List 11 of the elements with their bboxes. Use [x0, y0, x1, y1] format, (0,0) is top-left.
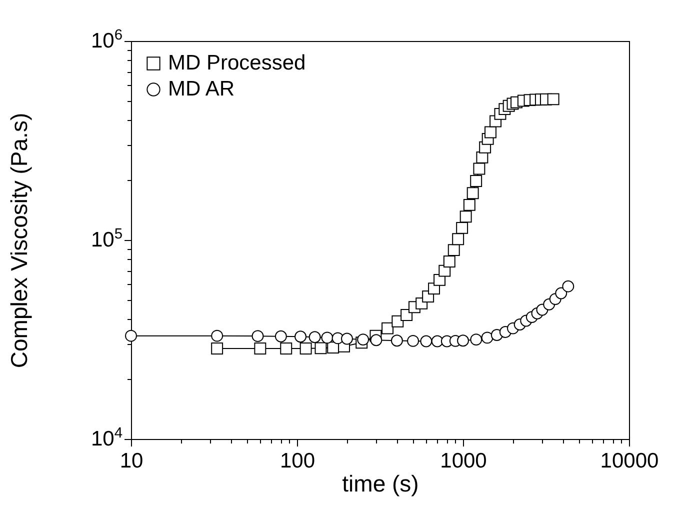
- y-tick-label: 10$^{4}$: [90, 426, 122, 450]
- legend-label: MD Processed: [168, 52, 306, 74]
- y-tick-label: 10$^{5}$: [90, 226, 122, 252]
- x-tick-label: 100: [280, 450, 316, 472]
- x-tick-label: 10000: [600, 450, 659, 472]
- x-tick-label: 10: [120, 450, 144, 472]
- x-axis-title: time (s): [342, 470, 419, 496]
- y-axis-title: Complex Viscosity (Pa.s): [6, 112, 32, 368]
- x-tick-label: 1000: [440, 450, 487, 472]
- y-tick-label: 10$^{6}$: [90, 28, 122, 52]
- legend-label: MD AR: [168, 78, 235, 100]
